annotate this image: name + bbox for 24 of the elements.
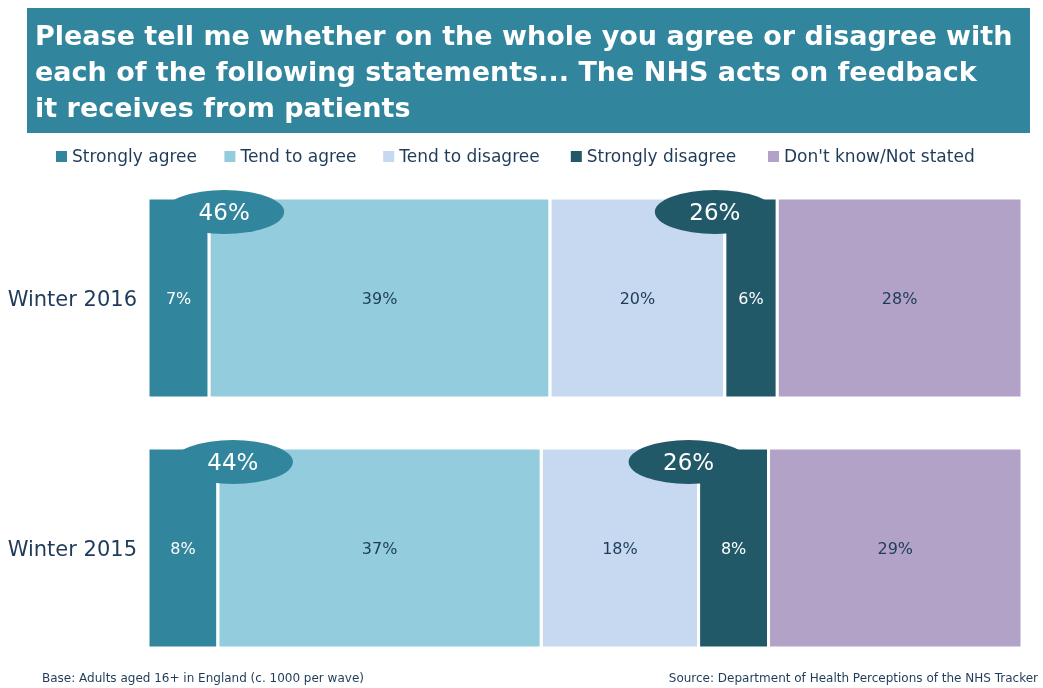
data-label: 18% bbox=[602, 539, 638, 558]
data-label: 8% bbox=[170, 539, 196, 558]
y-tick-label: Winter 2016 bbox=[7, 287, 137, 311]
chart-title: Please tell me whether on the whole you agree or disagree with each of the following statements... The NHS acts on feedback it receives from patients bbox=[35, 20, 1013, 123]
legend-label: Don't know/Not stated bbox=[784, 146, 975, 166]
data-label: 20% bbox=[619, 289, 656, 308]
annotation: Source: Department of Health Perceptions of the NHS Tracker bbox=[668, 671, 1039, 685]
series-label: Tend to agree bbox=[239, 146, 357, 166]
data-label: 7% bbox=[165, 289, 192, 308]
data-label: 28% bbox=[881, 289, 918, 308]
annotation: 26% bbox=[663, 449, 715, 475]
annotation: 44% bbox=[207, 449, 259, 475]
y-tick-label: Winter 2015 bbox=[7, 537, 137, 561]
data-label: 39% bbox=[361, 289, 398, 308]
legend-label: Strongly agree bbox=[72, 146, 197, 166]
annotation: 26% bbox=[689, 199, 741, 225]
data-label: 37% bbox=[361, 539, 398, 558]
legend-label: Tend to disagree bbox=[398, 146, 540, 166]
data-label: 6% bbox=[738, 289, 764, 308]
annotation: Base: Adults aged 16+ in England (c. 1000 per wave) bbox=[42, 671, 364, 685]
data-label: 8% bbox=[720, 539, 747, 558]
legend-label: Strongly disagree bbox=[586, 146, 737, 166]
annotation: 46% bbox=[198, 199, 250, 225]
data-label: 29% bbox=[877, 539, 914, 558]
